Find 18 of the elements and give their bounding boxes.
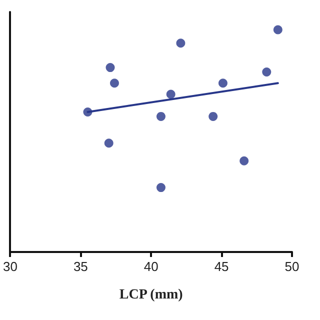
point: [106, 63, 115, 72]
x-axis-title: LCP (mm): [119, 288, 184, 302]
point: [110, 78, 119, 88]
point: [240, 156, 249, 166]
x-tick-label: 40: [144, 259, 158, 274]
point: [208, 112, 218, 121]
x-tick-label: 45: [214, 259, 229, 274]
x-tick-label: 35: [73, 259, 88, 274]
point: [156, 112, 166, 121]
point: [166, 90, 176, 99]
x-tick-label: 50: [284, 259, 300, 274]
point: [176, 38, 186, 48]
point: [104, 138, 114, 148]
point: [273, 25, 282, 34]
x-tick-label: 30: [2, 259, 18, 274]
point: [262, 68, 272, 76]
point: [156, 183, 166, 192]
point: [218, 78, 228, 88]
